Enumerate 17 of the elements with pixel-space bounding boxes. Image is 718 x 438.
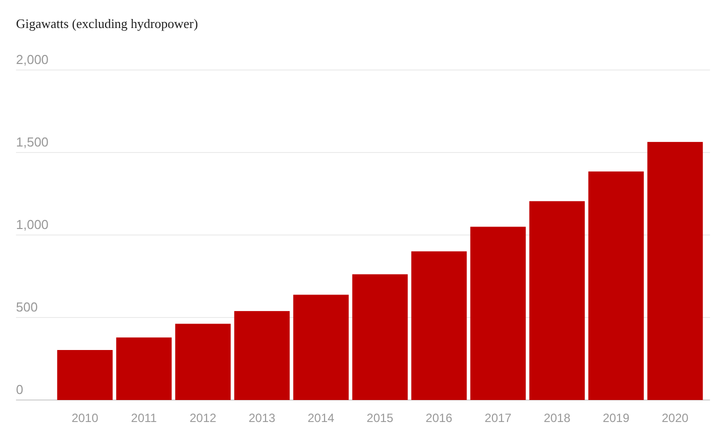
y-tick-label: 500 <box>16 300 38 314</box>
y-tick-label: 1,500 <box>16 134 49 150</box>
x-tick-label: 2012 <box>190 411 217 425</box>
y-tick-label: 0 <box>16 382 24 397</box>
x-tick-label: 2020 <box>662 411 689 425</box>
x-tick-label: 2014 <box>308 411 335 425</box>
x-tick-label: 2013 <box>248 411 276 425</box>
x-tick-label: 2015 <box>366 411 394 425</box>
x-tick-label: 2018 <box>544 411 571 425</box>
y-tick-label: 2,000 <box>16 52 49 67</box>
x-tick-label: 2011 <box>131 411 158 425</box>
y-tick-label: 1,000 <box>16 217 49 232</box>
x-tick-label: 2017 <box>484 411 512 425</box>
x-tick-label: 2016 <box>426 411 453 425</box>
x-tick-label: 2019 <box>602 411 630 425</box>
x-tick-label: 2010 <box>72 411 99 425</box>
y-axis-title: Gigawatts (excluding hydropower) <box>16 16 198 31</box>
